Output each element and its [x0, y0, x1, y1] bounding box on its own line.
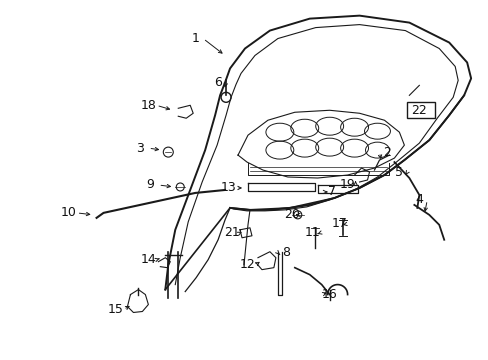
Text: 6: 6 [214, 76, 222, 89]
Text: 21: 21 [224, 226, 240, 239]
Text: 12: 12 [240, 258, 255, 271]
Text: 16: 16 [321, 288, 337, 301]
Bar [407, 102, 434, 118]
Text: 13: 13 [220, 181, 235, 194]
Text: 19: 19 [339, 179, 355, 192]
Text: 20: 20 [284, 208, 299, 221]
Text: 9: 9 [146, 179, 154, 192]
Text: 1: 1 [191, 32, 199, 45]
Text: 15: 15 [107, 303, 123, 316]
Text: 3: 3 [136, 141, 144, 155]
Text: 14: 14 [140, 253, 156, 266]
Text: 8: 8 [281, 246, 289, 259]
Text: 5: 5 [395, 166, 403, 179]
Text: 7: 7 [327, 185, 335, 198]
Text: 17: 17 [331, 217, 347, 230]
Text: 10: 10 [61, 206, 77, 219]
Text: 22: 22 [410, 104, 427, 117]
Text: 2: 2 [383, 145, 390, 159]
Text: 18: 18 [140, 99, 156, 112]
Text: 4: 4 [414, 193, 423, 206]
Text: 11: 11 [304, 226, 320, 239]
